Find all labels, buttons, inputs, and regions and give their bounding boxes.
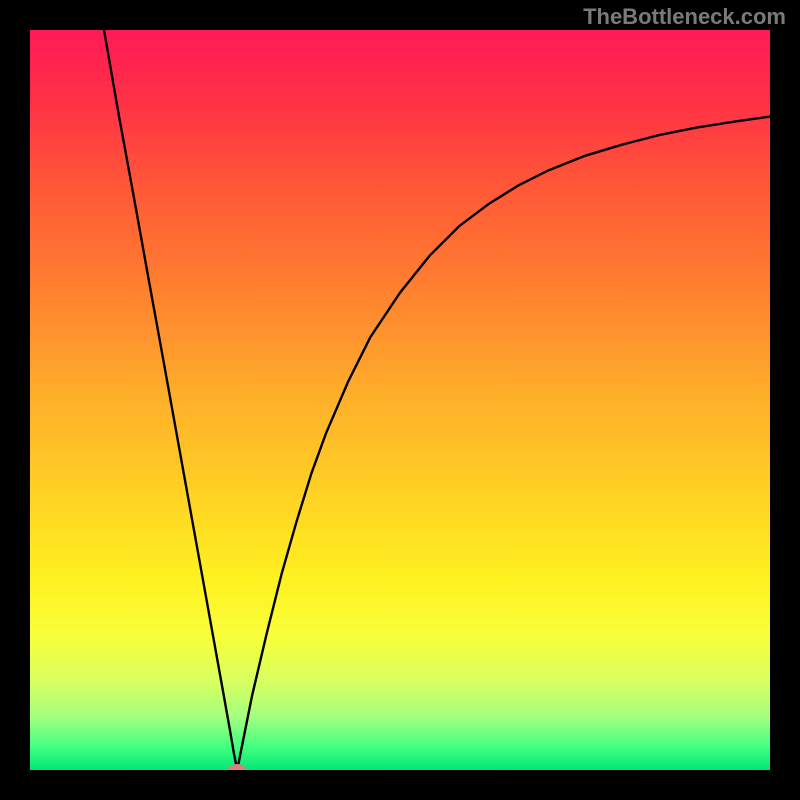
gradient-background [30,30,770,770]
bottleneck-chart [30,30,770,770]
watermark-text: TheBottleneck.com [583,4,786,30]
